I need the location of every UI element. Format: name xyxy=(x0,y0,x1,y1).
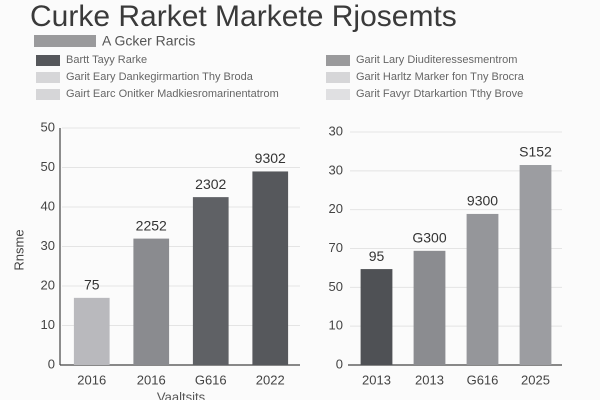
legend-label: Gairt Earc Onitker Madkiesromarinentatro… xyxy=(66,88,279,100)
legend-swatch xyxy=(326,55,350,66)
bar-annotation: 2252 xyxy=(136,217,167,233)
x-tick-label: G616 xyxy=(195,372,227,387)
x-tick-label: 2013 xyxy=(362,372,391,387)
y-tick-label: 70 xyxy=(329,240,343,255)
legend-swatch xyxy=(36,89,60,100)
y-tick-label: 0 xyxy=(336,356,343,371)
subtitle-bar xyxy=(34,35,96,47)
legend-label: Garit Harltz Marker fon Tny Brocra xyxy=(356,71,525,83)
y-tick-label: 0 xyxy=(48,356,55,371)
y-tick-label: 10 xyxy=(329,318,343,333)
bar-annotation: 9300 xyxy=(467,193,498,209)
legend-swatch xyxy=(326,89,350,100)
y-tick-label: 30 xyxy=(329,123,343,138)
x-tick-label: 2025 xyxy=(521,372,550,387)
y-tick-label: 20 xyxy=(329,201,343,216)
x-tick-label: 2013 xyxy=(415,372,444,387)
y-tick-label: 50 xyxy=(329,279,343,294)
legend-swatch xyxy=(36,72,60,83)
y-axis-label: Rnsme xyxy=(11,229,26,270)
subtitle: A Gcker Rarcis xyxy=(102,33,195,49)
y-tick-label: 10 xyxy=(41,317,55,332)
legend-label: Garit Eary Dankegirmartion Thy Broda xyxy=(66,71,254,83)
y-tick-label: 50 xyxy=(41,159,55,174)
legend-label: Bartt Tayy Rarke xyxy=(66,54,147,66)
y-tick-label: 20 xyxy=(41,277,55,292)
y-tick-label: 40 xyxy=(41,198,55,213)
legend-label: Garit Lary Diuditeressesmentrom xyxy=(356,54,517,66)
x-tick-label: 2016 xyxy=(77,372,106,387)
bar xyxy=(73,297,110,365)
bar-annotation: S152 xyxy=(519,144,552,160)
legend-label: Garit Favyr Dtarkartion Tthy Brove xyxy=(356,88,523,100)
bar-annotation: 9302 xyxy=(255,150,286,166)
legend-swatch xyxy=(36,55,60,66)
bar xyxy=(413,250,446,365)
bar xyxy=(192,197,229,365)
x-tick-label: 2022 xyxy=(256,372,285,387)
y-tick-label: 30 xyxy=(329,162,343,177)
bar xyxy=(133,238,170,365)
bar xyxy=(519,165,552,365)
bar xyxy=(360,269,393,365)
x-axis-label: Vaaltsits xyxy=(157,389,206,400)
bar-annotation: G300 xyxy=(412,230,446,246)
bar-annotation: 95 xyxy=(369,248,385,264)
bar xyxy=(466,213,499,365)
x-tick-label: 2016 xyxy=(137,372,166,387)
bar xyxy=(252,171,289,365)
bar-annotation: 2302 xyxy=(195,176,226,192)
y-tick-label: 30 xyxy=(41,238,55,253)
bar-annotation: 75 xyxy=(84,277,100,293)
page-title: Curke Rarket Markete Rjosemts xyxy=(30,0,457,33)
x-tick-label: G616 xyxy=(467,372,499,387)
legend-swatch xyxy=(326,72,350,83)
y-tick-label: 50 xyxy=(41,119,55,134)
